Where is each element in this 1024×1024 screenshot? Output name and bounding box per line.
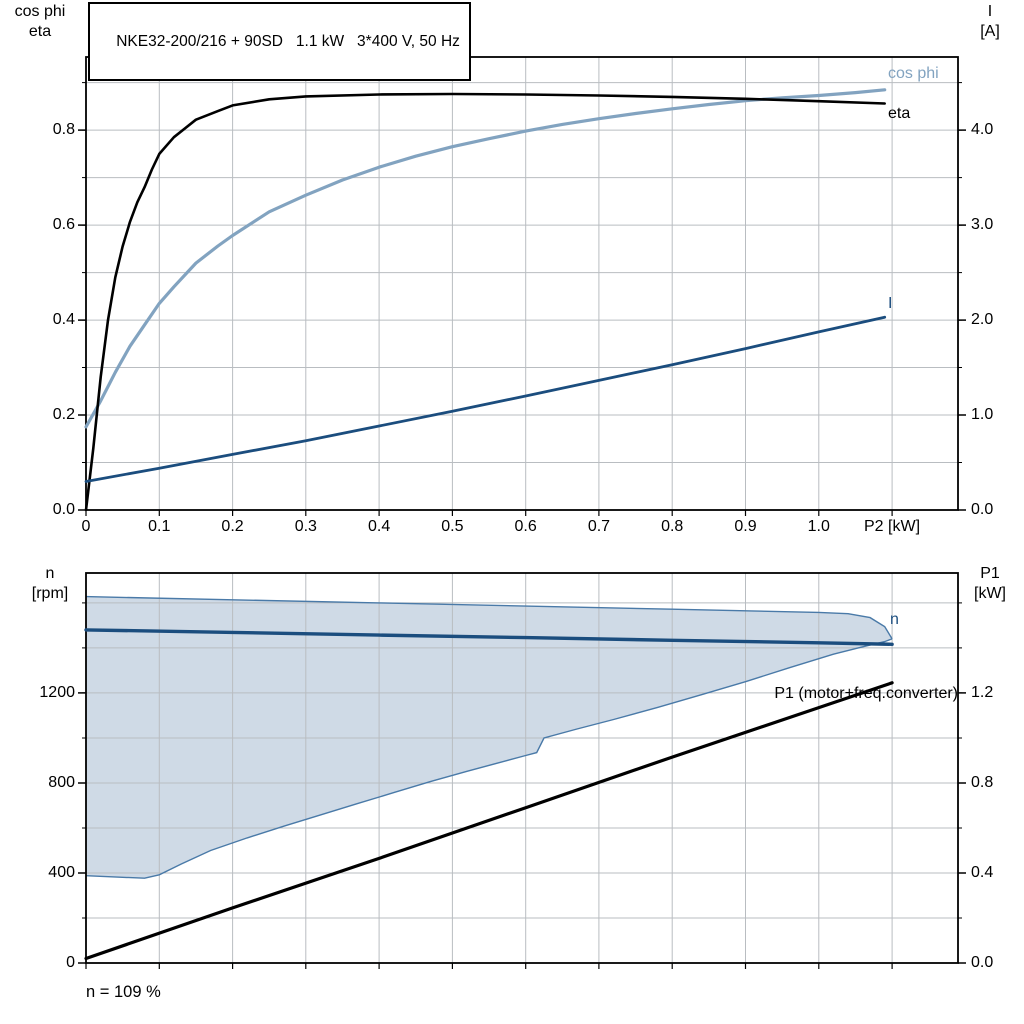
axis-title-cosphi-eta: cos phi eta — [2, 2, 78, 42]
axis-title-current-unit: [A] — [980, 23, 1000, 40]
speed-p1-vs-p2 — [78, 572, 966, 969]
axis-title-current-symbol: I — [987, 3, 993, 20]
axis-title-speed-unit: [rpm] — [31, 585, 69, 602]
axis-title-cosphi-line: cos phi — [14, 3, 66, 20]
plot-frame — [85, 56, 959, 511]
band-upper-edge — [85, 595, 893, 640]
curve-cos-phi — [84, 88, 887, 429]
axis-title-speed: n [rpm] — [14, 564, 86, 604]
axis-title-p1: P1 [kW] — [962, 564, 1018, 604]
axis-title-speed-symbol: n — [45, 565, 55, 582]
axis-title-p1-symbol: P1 — [980, 565, 1000, 582]
axis-title-p1-unit: [kW] — [974, 585, 1006, 602]
curve-eta — [84, 92, 887, 512]
x-axis-label: P2 [kW] — [864, 518, 921, 535]
axis-title-current: I [A] — [962, 2, 1018, 42]
speed-note: n = 109 % — [86, 983, 161, 1001]
band-lower-edge — [85, 638, 893, 879]
chart-title-box: NKE32-200/216 + 90SD 1.1 kW 3*400 V, 50 … — [88, 2, 471, 81]
chart-title: NKE32-200/216 + 90SD 1.1 kW 3*400 V, 50 … — [116, 33, 460, 50]
axis-title-eta-line: eta — [28, 23, 52, 40]
curve-speed-n — [84, 628, 894, 646]
plot-frame — [85, 572, 959, 964]
curve-p1 — [84, 681, 894, 961]
curve-current — [84, 315, 887, 483]
cosphi-eta-current-vs-p2 — [78, 56, 966, 516]
speed-range-band — [86, 596, 893, 879]
